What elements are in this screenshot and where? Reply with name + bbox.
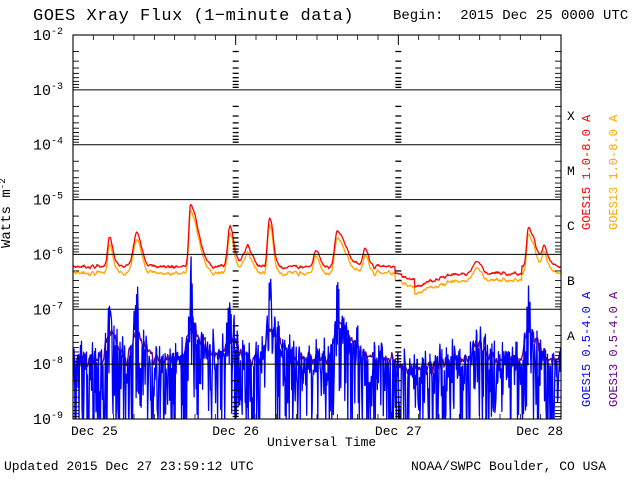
svg-text:10-9: 10-9 (33, 411, 63, 429)
svg-text:10-2: 10-2 (33, 27, 63, 45)
svg-text:Dec 25: Dec 25 (71, 424, 118, 439)
svg-text:X: X (567, 109, 575, 124)
svg-text:10-3: 10-3 (33, 82, 63, 100)
svg-text:C: C (567, 219, 575, 234)
svg-text:10-6: 10-6 (33, 246, 63, 264)
svg-text:10-7: 10-7 (33, 301, 63, 319)
svg-text:Watts m-2: Watts m-2 (0, 178, 15, 248)
svg-text:Dec 27: Dec 27 (375, 424, 422, 439)
svg-text:B: B (567, 274, 575, 289)
svg-text:GOES13 1.0-8.0 A: GOES13 1.0-8.0 A (607, 114, 621, 230)
svg-text:GOES15 0.5-4.0 A: GOES15 0.5-4.0 A (580, 291, 594, 407)
svg-text:A: A (567, 329, 575, 344)
svg-text:GOES15 1.0-8.0 A: GOES15 1.0-8.0 A (580, 114, 594, 230)
svg-text:GOES13 0.5-4.0 A: GOES13 0.5-4.0 A (607, 291, 621, 407)
svg-text:10-8: 10-8 (33, 356, 63, 374)
svg-text:M: M (567, 164, 575, 179)
svg-text:Dec 26: Dec 26 (212, 424, 259, 439)
svg-text:Dec 28: Dec 28 (516, 424, 563, 439)
svg-text:10-5: 10-5 (33, 192, 63, 210)
svg-text:10-4: 10-4 (33, 137, 63, 155)
